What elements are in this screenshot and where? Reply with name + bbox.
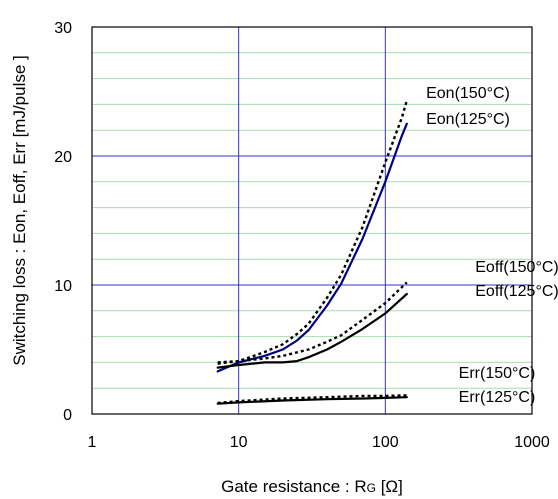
curve-label-err-125-c: Err(125°C) <box>459 389 536 406</box>
series-line-eoff-125-c <box>216 292 408 369</box>
x-axis-title-subscript: G <box>367 481 376 495</box>
x-axis-title: Gate resistance : RG [Ω] <box>221 477 403 496</box>
minor-grid <box>92 52 532 389</box>
curve-label-eoff-150-c: Eoff(150°C) <box>475 259 558 276</box>
y-tick-labels: 0 10 20 30 <box>54 20 72 424</box>
y-tick-label: 0 <box>63 407 72 424</box>
x-tick-labels: 1 10 100 1000 <box>88 434 550 451</box>
series-line-eon-125-c <box>216 122 408 373</box>
x-tick-label: 100 <box>372 434 399 451</box>
x-axis-title-main: Gate resistance : R <box>221 477 367 496</box>
y-tick-label: 20 <box>54 149 72 166</box>
series-line-eon-150-c <box>217 100 408 365</box>
series-line-err-150-c <box>217 394 407 405</box>
y-axis-title: Switching loss : Eon, Eoff, Err [mJ/puls… <box>10 55 29 366</box>
curve-label-err-150-c: Err(150°C) <box>459 365 536 382</box>
curve-label-eon-150-c: Eon(150°C) <box>426 85 510 102</box>
series-line-err-125-c <box>216 396 408 405</box>
x-tick-label: 1 <box>88 434 97 451</box>
curve-label-eoff-125-c: Eoff(125°C) <box>475 283 558 300</box>
x-tick-label: 1000 <box>514 434 550 451</box>
major-grid <box>92 27 532 414</box>
y-tick-label: 10 <box>54 278 72 295</box>
x-axis-title-unit: [Ω] <box>376 477 403 496</box>
curve-label-eon-125-c: Eon(125°C) <box>426 111 510 128</box>
y-tick-label: 30 <box>54 20 72 37</box>
x-tick-label: 10 <box>230 434 248 451</box>
series-line-eoff-150-c <box>217 281 408 364</box>
plot-frame <box>91 26 533 415</box>
curve-labels: Eon(150°C) Eon(125°C) Eoff(150°C) Eoff(125°… <box>426 85 558 406</box>
series-layer <box>216 100 408 405</box>
